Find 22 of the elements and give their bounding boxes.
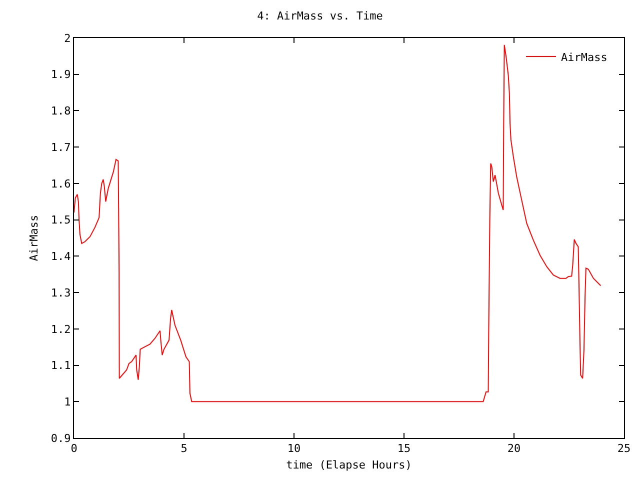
x-tick-label: 0 [70,442,78,456]
legend-label: AirMass [561,50,608,64]
x-tick-label: 5 [180,442,188,456]
y-tick-label: 1.3 [50,286,71,300]
y-tick-label: 1 [64,395,71,408]
x-tick-label: 20 [507,442,521,456]
y-tick-label: 1.2 [50,322,71,336]
chart-title: 4: AirMass vs. Time [257,10,383,23]
y-tick-label: 1.4 [50,250,72,264]
x-tick-label: 25 [617,442,631,456]
y-tick-label: 1.1 [50,359,71,372]
y-tick-label: 1.9 [50,68,71,82]
y-tick-label: 1.6 [50,177,71,190]
x-axis-title: time (Elapse Hours) [286,458,412,472]
y-tick-label: 0.9 [50,432,71,445]
x-tick-label: 15 [397,442,411,456]
y-tick-label: 1.8 [50,104,71,118]
y-tick-label: 1.7 [50,140,71,154]
y-tick-label: 2 [64,32,71,45]
y-tick-label: 1.5 [50,214,71,227]
x-tick-label: 10 [287,442,301,456]
y-axis-title: AirMass [28,214,41,262]
